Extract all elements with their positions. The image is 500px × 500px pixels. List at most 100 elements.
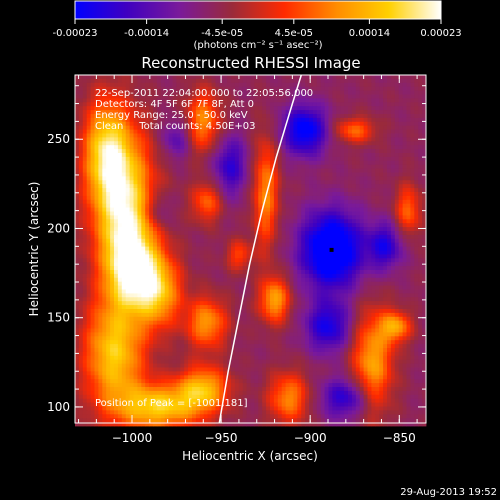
heatmap-cell xyxy=(316,227,322,232)
heatmap-cell xyxy=(180,277,185,283)
heatmap-cell xyxy=(153,160,158,166)
heatmap-cell xyxy=(110,86,115,91)
heatmap-cell xyxy=(86,86,91,91)
heatmap-cell xyxy=(371,133,376,138)
heatmap-cell xyxy=(188,129,193,134)
heatmap-cell xyxy=(406,192,411,197)
heatmap-cell xyxy=(414,192,419,197)
heatmap-cell xyxy=(359,86,364,91)
heatmap-cell xyxy=(250,117,255,123)
heatmap-cell xyxy=(211,133,216,138)
heatmap-cell xyxy=(94,90,99,95)
heatmap-cell xyxy=(320,227,325,232)
heatmap-cell xyxy=(137,223,142,228)
heatmap-cell xyxy=(82,168,88,173)
heatmap-cell xyxy=(336,285,341,290)
heatmap-cell xyxy=(328,285,333,290)
heatmap-cell xyxy=(164,285,169,290)
heatmap-cell xyxy=(406,78,411,84)
heatmap-cell xyxy=(203,114,208,119)
heatmap-cell xyxy=(137,133,142,138)
heatmap-cell xyxy=(363,203,368,208)
heatmap-cell xyxy=(363,176,368,181)
heatmap-cell xyxy=(133,254,138,259)
heatmap-cell xyxy=(227,281,232,286)
heatmap-cell xyxy=(375,98,380,103)
heatmap-cell xyxy=(289,94,294,99)
heatmap-cell xyxy=(82,176,88,181)
heatmap-cell xyxy=(110,149,115,154)
heatmap-cell xyxy=(367,273,372,279)
heatmap-cell xyxy=(188,168,193,173)
heatmap-cell xyxy=(184,172,189,177)
heatmap-cell xyxy=(242,156,247,162)
heatmap-cell xyxy=(184,277,189,283)
heatmap-cell xyxy=(312,195,318,201)
heatmap-cell xyxy=(125,199,130,205)
heatmap-cell xyxy=(223,133,228,138)
heatmap-cell xyxy=(114,192,119,197)
heatmap-cell xyxy=(192,102,197,107)
heatmap-cell xyxy=(75,277,80,283)
heatmap-cell xyxy=(336,238,341,244)
heatmap-cell xyxy=(219,114,224,119)
heatmap-cell xyxy=(305,242,310,247)
heatmap-cell xyxy=(285,149,290,154)
heatmap-cell xyxy=(110,102,115,107)
heatmap-cell xyxy=(410,215,415,220)
heatmap-cell xyxy=(324,90,329,95)
heatmap-cell xyxy=(203,141,208,146)
heatmap-cell xyxy=(316,117,322,123)
heatmap-cell xyxy=(207,98,212,103)
heatmap-cell xyxy=(145,164,150,169)
heatmap-cell xyxy=(129,223,134,228)
heatmap-cell xyxy=(254,117,259,123)
heatmap-cell xyxy=(168,164,173,169)
heatmap-cell xyxy=(238,129,244,134)
heatmap-cell xyxy=(98,285,103,290)
heatmap-cell xyxy=(188,133,193,138)
heatmap-cell xyxy=(176,102,181,107)
heatmap-cell xyxy=(402,270,407,275)
heatmap-cell xyxy=(176,145,181,150)
heatmap-cell xyxy=(86,188,91,193)
heatmap-cell xyxy=(180,102,185,107)
heatmap-cell xyxy=(114,199,119,205)
heatmap-cell xyxy=(203,266,208,271)
heatmap-cell xyxy=(355,145,361,150)
heatmap-cell xyxy=(195,258,201,263)
heatmap-cell xyxy=(231,106,236,111)
heatmap-cell xyxy=(102,102,107,107)
heatmap-cell xyxy=(215,223,220,228)
heatmap-cell xyxy=(145,176,150,181)
heatmap-cell xyxy=(137,75,142,80)
heatmap-cell xyxy=(145,160,150,166)
heatmap-cell xyxy=(238,106,244,111)
heatmap-cell xyxy=(78,156,84,162)
heatmap-cell xyxy=(242,273,247,279)
heatmap-cell xyxy=(273,234,279,240)
heatmap-cell xyxy=(86,195,91,201)
heatmap-cell xyxy=(137,188,142,193)
heatmap-cell xyxy=(106,125,111,130)
heatmap-cell xyxy=(199,121,205,127)
heatmap-cell xyxy=(422,234,427,240)
heatmap-cell xyxy=(363,262,368,267)
heatmap-cell xyxy=(199,238,205,244)
heatmap-cell xyxy=(223,285,228,290)
heatmap-cell xyxy=(285,254,290,259)
heatmap-cell xyxy=(156,180,162,185)
heatmap-cell xyxy=(394,199,400,205)
heatmap-cell xyxy=(219,219,224,224)
heatmap-cell xyxy=(379,94,384,99)
heatmap-cell xyxy=(246,90,251,95)
heatmap-cell xyxy=(289,195,294,201)
heatmap-cell xyxy=(156,285,162,290)
heatmap-cell xyxy=(301,199,306,205)
heatmap-cell xyxy=(371,211,376,216)
heatmap-cell xyxy=(106,75,111,80)
heatmap-cell xyxy=(414,168,419,173)
heatmap-cell xyxy=(215,153,220,158)
heatmap-cell xyxy=(153,133,158,138)
heatmap-cell xyxy=(285,160,290,166)
